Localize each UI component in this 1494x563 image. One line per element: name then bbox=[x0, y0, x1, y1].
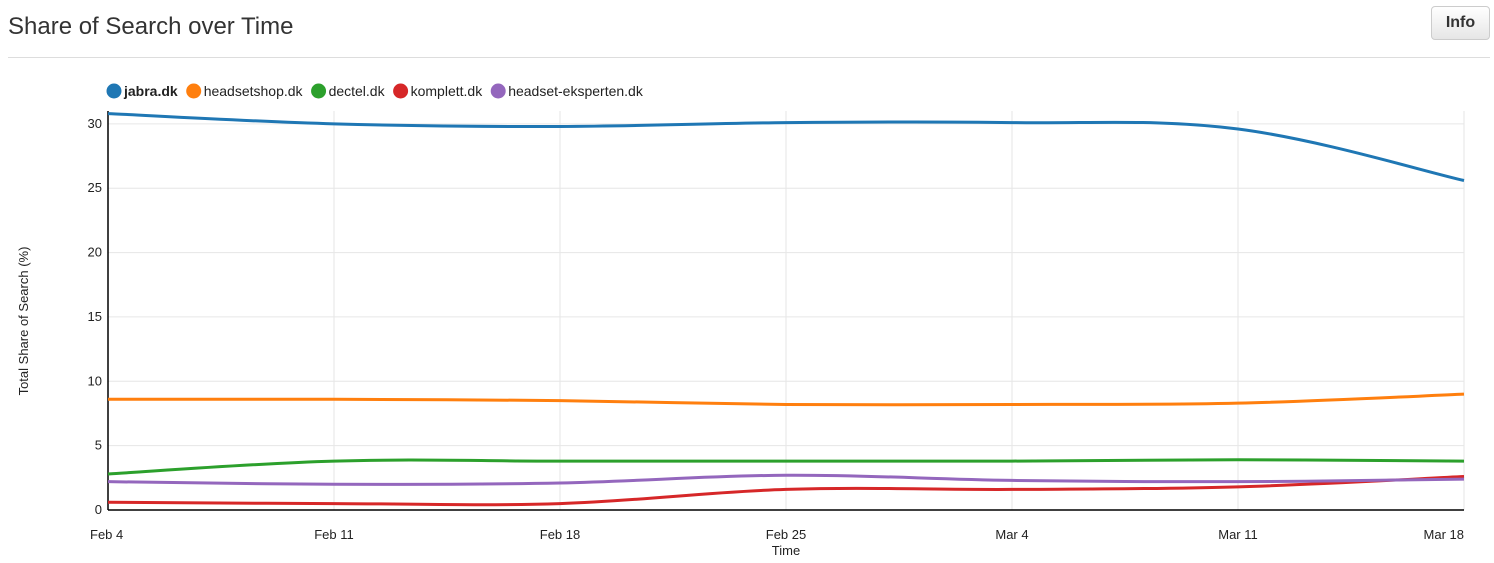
legend-label-komplett-dk[interactable]: komplett.dk bbox=[411, 83, 484, 99]
x-tick-label: Feb 11 bbox=[314, 527, 354, 542]
series-line-dectel-dk[interactable] bbox=[107, 458, 1465, 476]
y-tick-label: 5 bbox=[95, 438, 102, 453]
legend-label-headset-eksperten-dk[interactable]: headset-eksperten.dk bbox=[508, 83, 644, 99]
y-tick-label: 10 bbox=[88, 373, 102, 388]
y-tick-label: 30 bbox=[88, 116, 102, 131]
x-axis-title: Time bbox=[772, 543, 800, 558]
legend-label-jabra-dk[interactable]: jabra.dk bbox=[123, 83, 178, 99]
x-tick-label: Feb 18 bbox=[540, 527, 580, 542]
legend-marker-headset-eksperten-dk[interactable] bbox=[490, 83, 506, 99]
x-tick-label: Feb 4 bbox=[90, 527, 123, 542]
series-line-komplett-dk[interactable] bbox=[107, 475, 1465, 507]
legend-label-dectel-dk[interactable]: dectel.dk bbox=[329, 83, 386, 99]
x-tick-label: Mar 11 bbox=[1218, 527, 1258, 542]
legend-marker-komplett-dk[interactable] bbox=[393, 83, 409, 99]
page-title: Share of Search over Time bbox=[8, 13, 294, 40]
y-tick-label: 15 bbox=[88, 309, 102, 324]
share-of-search-chart: 0 5 10 15 20 25 30 Feb 4 Feb 11 Feb 18 Feb 25 Mar 4… bbox=[16, 83, 1465, 558]
y-tick-label: 20 bbox=[88, 245, 102, 260]
x-tick-label: Feb 25 bbox=[766, 527, 806, 542]
legend-marker-dectel-dk[interactable] bbox=[311, 83, 327, 99]
y-axis-title: Total Share of Search (%) bbox=[16, 247, 31, 396]
info-button[interactable]: Info bbox=[1431, 6, 1490, 40]
series-line-headset-eksperten-dk[interactable] bbox=[107, 473, 1465, 486]
legend-label-headsetshop-dk[interactable]: headsetshop.dk bbox=[204, 83, 304, 99]
series-line-jabra-dk[interactable] bbox=[107, 112, 1465, 182]
legend-marker-jabra-dk[interactable] bbox=[106, 83, 122, 99]
y-tick-label: 25 bbox=[88, 180, 102, 195]
x-tick-label: Mar 18 bbox=[1424, 527, 1464, 542]
header-bar: Share of Search over Time Info bbox=[8, 0, 1490, 58]
legend-marker-headsetshop-dk[interactable] bbox=[186, 83, 202, 99]
series-line-headsetshop-dk[interactable] bbox=[107, 392, 1465, 407]
y-tick-label: 0 bbox=[95, 502, 102, 517]
x-tick-label: Mar 4 bbox=[995, 527, 1028, 542]
